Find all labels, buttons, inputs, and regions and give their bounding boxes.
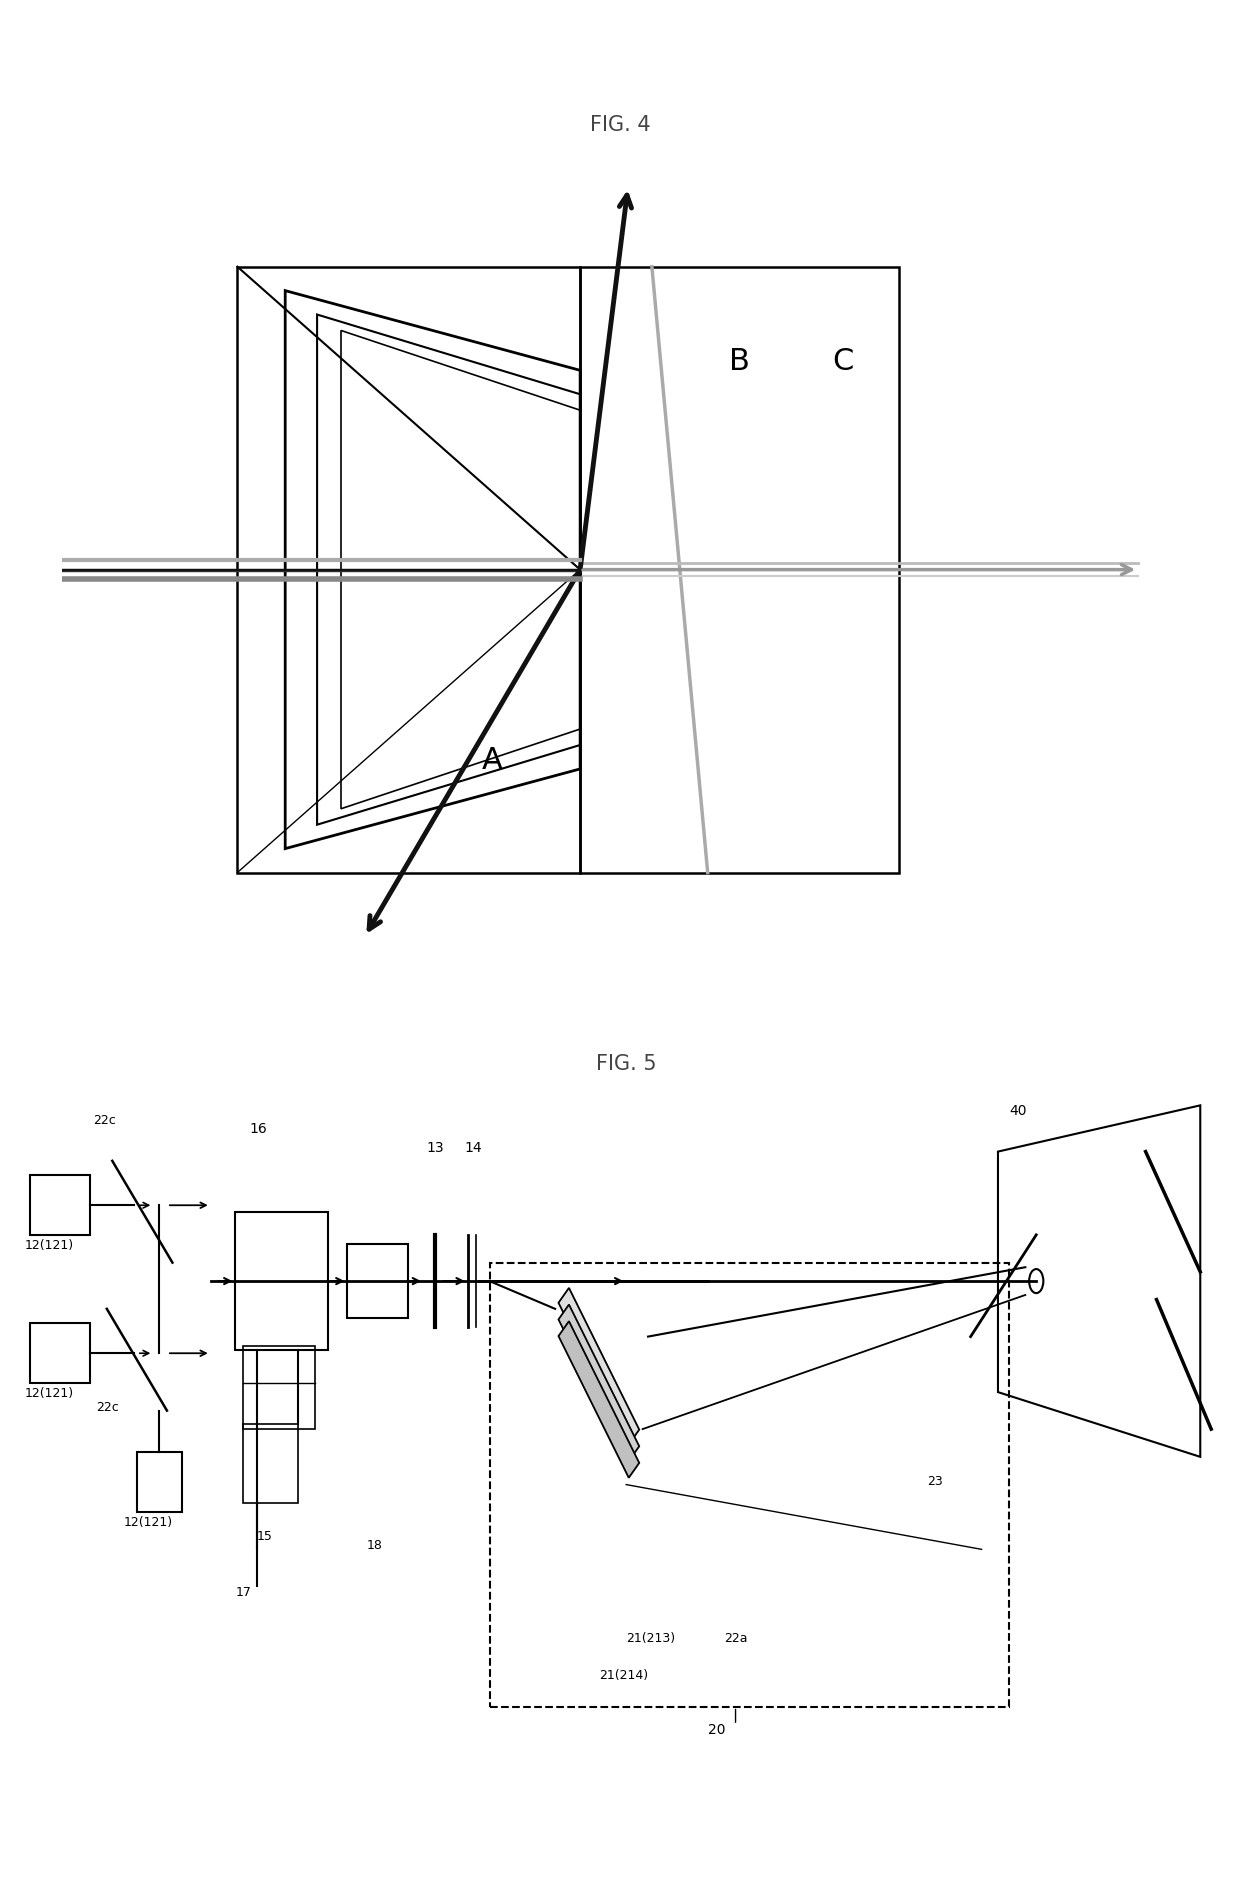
Text: FIG. 5: FIG. 5 <box>596 1054 656 1075</box>
Text: 40: 40 <box>1009 1103 1027 1118</box>
Text: 12(121): 12(121) <box>25 1387 74 1400</box>
Text: 12(121): 12(121) <box>25 1239 74 1253</box>
Text: 12(121): 12(121) <box>123 1515 172 1529</box>
Polygon shape <box>558 1288 640 1444</box>
Text: C: C <box>832 348 854 377</box>
Bar <box>136 1453 182 1512</box>
Text: 14: 14 <box>465 1141 482 1154</box>
Polygon shape <box>558 1305 640 1461</box>
Text: 13: 13 <box>427 1141 444 1154</box>
Text: 23: 23 <box>926 1474 942 1487</box>
Text: 22a: 22a <box>724 1631 748 1644</box>
Bar <box>243 1345 315 1428</box>
Text: A: A <box>482 745 503 776</box>
Text: 15: 15 <box>257 1531 273 1544</box>
Bar <box>490 1262 1009 1707</box>
Text: 22c: 22c <box>95 1400 119 1413</box>
Text: B: B <box>729 348 750 377</box>
Text: 21(213): 21(213) <box>626 1631 676 1644</box>
Polygon shape <box>558 1321 640 1478</box>
Bar <box>243 1425 298 1502</box>
Text: 16: 16 <box>249 1122 267 1135</box>
Bar <box>236 1211 329 1351</box>
Text: 22c: 22c <box>93 1114 115 1128</box>
Bar <box>30 1175 91 1235</box>
Text: 17: 17 <box>236 1585 252 1599</box>
Text: FIG. 4: FIG. 4 <box>590 115 650 134</box>
Text: 20: 20 <box>708 1724 725 1737</box>
Bar <box>30 1323 91 1383</box>
Text: 18: 18 <box>367 1540 382 1551</box>
Bar <box>347 1245 408 1319</box>
Text: 21(214): 21(214) <box>599 1669 649 1682</box>
